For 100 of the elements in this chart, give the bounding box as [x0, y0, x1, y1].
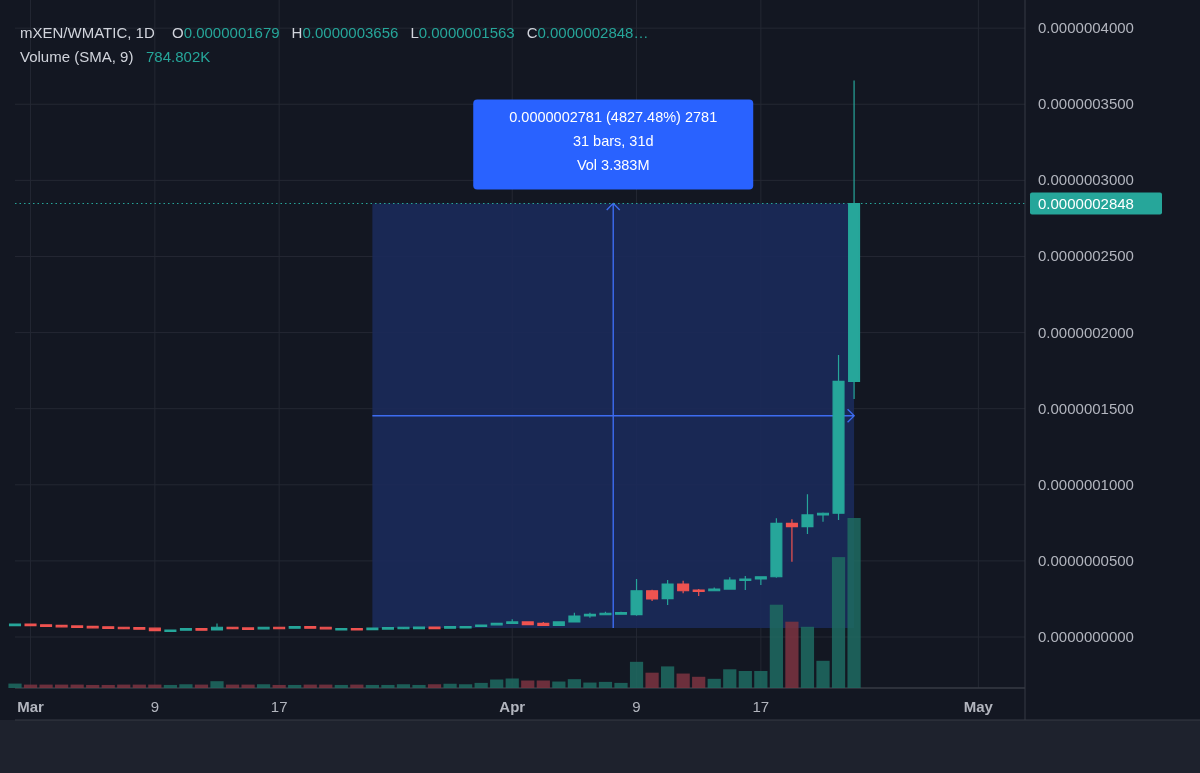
candlestick: [428, 625, 441, 630]
candlestick: [412, 626, 426, 630]
bar: [8, 683, 22, 688]
candlestick: [506, 618, 519, 625]
text: mXEN/WMATIC, 1D: [20, 24, 155, 41]
candlestick: [785, 518, 798, 563]
candlestick: [350, 627, 363, 631]
bar: [521, 680, 535, 688]
bar: [754, 671, 768, 688]
candlestick: [102, 626, 115, 629]
candlestick: [381, 626, 394, 630]
bar: [692, 676, 706, 688]
y-tick-label: 0.0000001500: [1038, 399, 1134, 417]
bar: [583, 682, 597, 688]
bar: [552, 681, 566, 688]
bar: [505, 678, 519, 688]
candlestick: [195, 627, 208, 631]
y-tick-label: 0.0000002000: [1038, 323, 1134, 341]
bar: [614, 682, 628, 688]
x-tick-label: 9: [632, 698, 641, 715]
candlestick: [459, 625, 472, 629]
candlestick: [242, 627, 255, 630]
candlestick: [86, 625, 99, 629]
candlestick: [164, 629, 177, 633]
bar: [443, 683, 457, 688]
annotation: 0.0000002781 (4827.48%) 2781: [509, 108, 718, 125]
bar: [676, 673, 690, 688]
bar: [567, 679, 581, 688]
y-tick-label: 0.0000000000: [1038, 628, 1134, 646]
candlestick: [335, 627, 348, 631]
candlestick: [444, 625, 457, 629]
candlestick: [288, 625, 301, 629]
bar: [272, 684, 286, 688]
candlestick: [40, 624, 53, 627]
candlestick: [661, 579, 674, 606]
bar: [831, 557, 846, 688]
y-tick-label: 0.0000003500: [1038, 95, 1134, 113]
ref-line-label: 0.0000002848: [1038, 194, 1134, 212]
bar: [257, 684, 271, 688]
annotation: Vol 3.383M: [576, 156, 650, 173]
candlestick: [304, 625, 317, 629]
bar: [39, 684, 53, 688]
y-tick-label: 0.0000003000: [1038, 171, 1134, 189]
bar: [474, 682, 488, 688]
x-tick-label: 17: [270, 698, 288, 715]
bar: [785, 621, 799, 688]
candlestick: [71, 625, 84, 628]
bar: [396, 684, 411, 688]
candlestick: [692, 588, 705, 597]
candlestick: [630, 578, 643, 617]
bar: [427, 684, 442, 688]
annotation: 784.802K: [146, 48, 211, 65]
bar: [459, 684, 473, 688]
candlestick: [708, 586, 721, 592]
y-tick-label: 0.0000004000: [1038, 19, 1134, 37]
candlestick: [583, 612, 596, 619]
text: O0.0000001679 H0.0000003656 L0.0000001563 C0.0000002848…: [172, 24, 649, 41]
candlestick: [8, 623, 22, 627]
bar: [288, 684, 302, 688]
candlestick: [770, 517, 783, 579]
bar: [769, 604, 783, 688]
bar: [847, 518, 861, 688]
candlestick: [537, 621, 550, 627]
bar: [707, 678, 721, 688]
bar: [86, 684, 100, 688]
candlestick: [801, 493, 814, 535]
candlestick: [24, 623, 37, 627]
x-tick-label: Mar: [17, 698, 45, 715]
x-tick-label: May: [963, 698, 994, 715]
candlestick: [568, 612, 581, 623]
candlestick: [366, 627, 379, 631]
candlestick: [832, 354, 845, 521]
bar: [629, 661, 644, 688]
candlestick: [475, 624, 488, 628]
candlestick: [133, 626, 146, 630]
bar: [241, 684, 255, 688]
bar: [210, 681, 224, 688]
x-tick-label: Apr: [499, 698, 526, 715]
bar: [179, 684, 193, 688]
annotation: 31 bars, 31d: [572, 132, 654, 149]
bar: [490, 679, 504, 688]
y-tick-label: 0.0000000500: [1038, 551, 1134, 569]
bar: [163, 684, 177, 688]
bar: [598, 681, 613, 688]
bar: [365, 684, 379, 688]
y-tick-label: 0.0000001000: [1038, 475, 1134, 493]
bar: [661, 666, 675, 688]
candlestick: [723, 576, 736, 591]
bar: [800, 626, 815, 688]
candlestick: [816, 511, 830, 523]
bar: [816, 660, 830, 688]
candlestick: [646, 589, 659, 602]
chart-title: Volume (SMA, 9): [20, 48, 134, 65]
bar: [536, 680, 550, 688]
candlestick: [754, 575, 767, 586]
candlestick: [677, 580, 690, 594]
candlestick: [614, 611, 628, 615]
bar: [101, 684, 115, 688]
candlestick: [552, 620, 565, 627]
bar: [412, 684, 426, 688]
